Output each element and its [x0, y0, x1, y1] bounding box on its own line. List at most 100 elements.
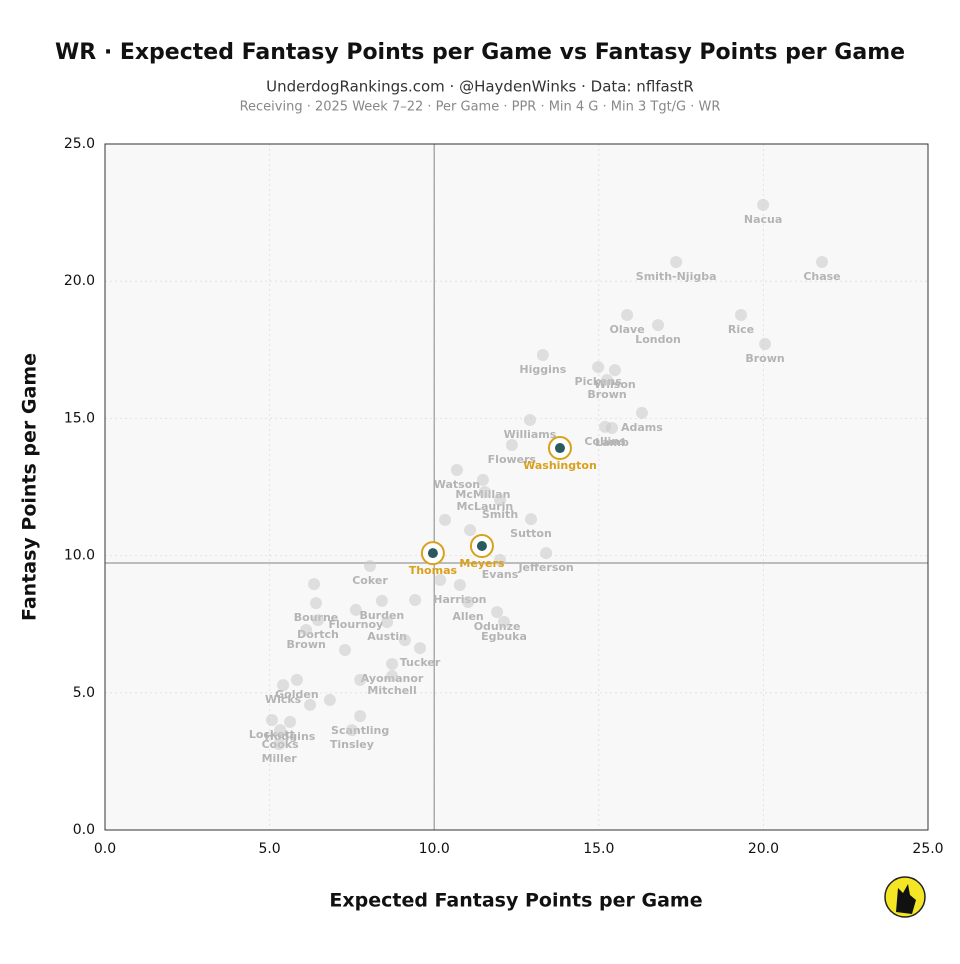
point — [592, 361, 605, 374]
point — [759, 338, 772, 351]
point — [757, 198, 770, 211]
point-label: Miller — [262, 752, 298, 765]
point — [476, 473, 489, 486]
point — [601, 373, 614, 386]
point-label: Rice — [728, 323, 754, 336]
point — [536, 349, 549, 362]
chart-subtitle: UnderdogRankings.com · @HaydenWinks · Da… — [266, 78, 694, 96]
x-tick-label: 25.0 — [912, 841, 943, 857]
x-tick-label: 20.0 — [748, 841, 779, 857]
point — [414, 642, 427, 655]
x-tick-label: 10.0 — [419, 841, 450, 857]
point-label: Meyers — [459, 557, 504, 570]
x-tick-label: 0.0 — [94, 841, 116, 857]
point — [345, 724, 358, 737]
point — [304, 698, 317, 711]
point — [310, 597, 323, 610]
point — [290, 673, 303, 686]
point — [670, 255, 683, 268]
point — [274, 724, 287, 737]
point — [450, 463, 463, 476]
point — [273, 738, 286, 751]
point — [497, 616, 510, 629]
point-label: Tinsley — [330, 738, 374, 751]
chart-title: WR · Expected Fantasy Points per Game vs… — [55, 40, 905, 65]
point-icon — [427, 548, 438, 559]
chart-caption: Receiving · 2025 Week 7–22 · Per Game · … — [240, 100, 721, 115]
point-label: Flowers — [488, 453, 537, 466]
plot-border — [104, 143, 929, 831]
point — [434, 574, 447, 587]
point — [815, 255, 828, 268]
point-label: Watson — [434, 478, 480, 491]
point — [491, 606, 504, 619]
point — [323, 693, 336, 706]
point — [265, 713, 278, 726]
point — [349, 603, 362, 616]
point — [524, 513, 537, 526]
point-label: Golden — [275, 688, 319, 701]
point — [439, 513, 452, 526]
point-label: Jefferson — [517, 561, 573, 574]
point-icon — [554, 443, 565, 454]
point — [523, 414, 536, 427]
point — [635, 406, 648, 419]
point-label: Evans — [482, 568, 519, 581]
logo — [884, 876, 926, 918]
point — [505, 439, 518, 452]
point — [375, 594, 388, 607]
point-label: Scantling — [331, 724, 389, 737]
point-label: Adams — [621, 421, 663, 434]
point-label: Smith-Njigba — [636, 270, 717, 283]
point — [364, 560, 377, 573]
point-icon — [476, 540, 487, 551]
y-tick-label: 15.0 — [64, 410, 95, 426]
x-tick-label: 15.0 — [583, 841, 614, 857]
point — [386, 657, 399, 670]
plot-area — [105, 144, 928, 830]
point — [308, 578, 321, 591]
point — [462, 595, 475, 608]
point — [409, 594, 422, 607]
point — [621, 308, 634, 321]
point-label: Harrison — [433, 593, 486, 606]
point — [608, 364, 621, 377]
point-label: Lamb — [595, 436, 629, 449]
point-label: London — [635, 333, 681, 346]
point — [300, 623, 313, 636]
point-label: Brown — [587, 388, 626, 401]
point-label: Chase — [803, 270, 840, 283]
y-tick-label: 20.0 — [64, 273, 95, 289]
point-label: Burden — [359, 609, 404, 622]
point-label: Nacua — [744, 213, 782, 226]
x-tick-label: 5.0 — [258, 841, 280, 857]
point — [311, 614, 324, 627]
point — [464, 524, 477, 537]
point — [398, 634, 411, 647]
point — [735, 308, 748, 321]
point-label: Flournoy — [329, 618, 384, 631]
point-label: Brown — [286, 638, 325, 651]
point-label: Coker — [352, 574, 388, 587]
point-label: Collins — [584, 435, 626, 448]
point-label: Sutton — [510, 527, 552, 540]
y-tick-label: 5.0 — [73, 685, 95, 701]
point-label: Austin — [367, 630, 407, 643]
point-label: Thomas — [409, 564, 458, 577]
point-label: Tucker — [400, 656, 441, 669]
y-tick-label: 25.0 — [64, 136, 95, 152]
point — [354, 710, 367, 723]
point-label: Olave — [610, 323, 645, 336]
y-tick-label: 10.0 — [64, 548, 95, 564]
point — [277, 679, 290, 692]
point-label: Egbuka — [481, 630, 527, 643]
point — [540, 547, 553, 560]
point — [338, 643, 351, 656]
point — [354, 673, 367, 686]
point-label: Smith — [482, 508, 518, 521]
point-label: Brown — [745, 352, 784, 365]
point — [381, 616, 394, 629]
point-label: Higgins — [519, 363, 566, 376]
point — [453, 578, 466, 591]
